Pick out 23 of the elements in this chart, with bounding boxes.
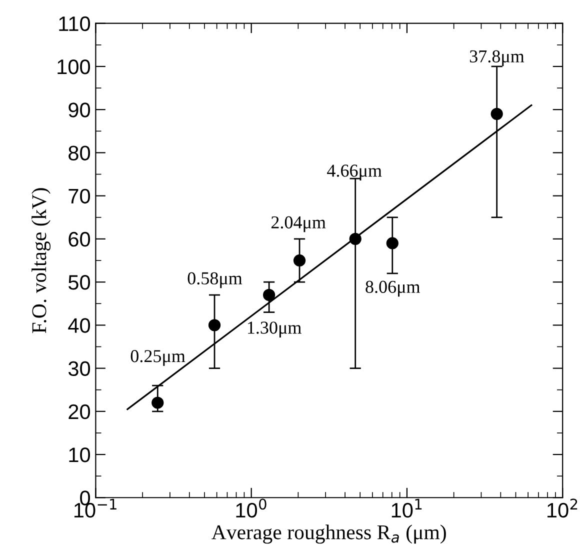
annotation: 1.30μm [248,322,302,338]
y-tick-label: 50 [68,275,90,290]
y-tick-label: 80 [68,146,90,160]
x-axis-title: Average roughness R$_{a}$ (μm) [212,524,446,544]
annotation: 37.8μm [470,50,524,66]
y-tick-label: 90 [68,102,90,118]
y-tick-label: 100 [58,59,90,74]
x-tick-label: 10$^{1}$ [392,498,422,518]
y-tick-label: 60 [68,232,90,247]
annotation: 0.58μm [188,272,242,288]
x-tick-label: 10$^{2}$ [548,498,578,518]
annotation: 2.04μm [271,216,326,232]
annotation: 8.06μm [366,280,420,297]
y-tick-label: 10 [69,448,90,462]
y-tick-label: 70 [68,188,90,204]
annotation: 0.25μm [130,350,186,366]
y-tick-label: 110 [59,16,90,32]
x-tick-label: 10$^{0}$ [236,498,266,518]
y-tick-label: 40 [68,318,90,333]
y-axis-title: F.O. voltage (kV) [32,188,51,334]
annotation: 4.66μm [327,164,382,180]
y-tick-label: 20 [68,404,90,420]
y-tick-label: 30 [68,361,90,376]
